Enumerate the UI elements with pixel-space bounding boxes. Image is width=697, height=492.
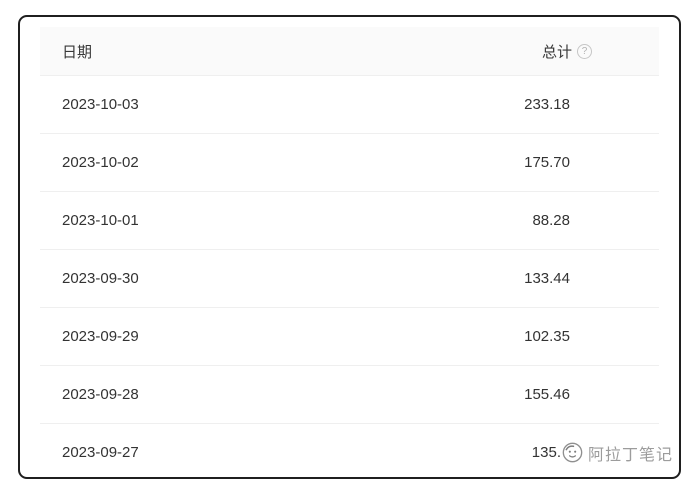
total-cell: 102.35 bbox=[524, 328, 570, 345]
date-cell: 2023-09-29 bbox=[62, 328, 139, 345]
date-cell: 2023-10-02 bbox=[62, 154, 139, 171]
total-cell: 133.44 bbox=[524, 270, 570, 287]
column-header-total-label: 总计 bbox=[541, 43, 572, 61]
date-cell: 2023-10-01 bbox=[62, 212, 139, 229]
column-header-total: 总计 ? bbox=[409, 41, 659, 62]
help-question-icon[interactable]: ? bbox=[577, 43, 592, 59]
table-row: 2023-10-03 233.18 bbox=[40, 75, 659, 133]
table-row: 2023-09-30 133.44 bbox=[40, 249, 659, 307]
table-row: 2023-09-29 102.35 bbox=[40, 307, 659, 365]
date-cell: 2023-09-27 bbox=[62, 444, 139, 461]
total-cell: 155.46 bbox=[524, 386, 570, 403]
column-header-date: 日期 bbox=[62, 43, 93, 61]
date-cell: 2023-10-03 bbox=[62, 96, 139, 113]
data-table-card: 日期 总计 ? 2023-10-03 233.18 2023-10-02 175… bbox=[18, 15, 681, 479]
table-row: 2023-10-02 175.70 bbox=[40, 133, 659, 191]
total-cell: 135. bbox=[531, 444, 561, 461]
table-row: 2023-09-28 155.46 bbox=[40, 365, 659, 423]
watermark-logo-icon bbox=[561, 442, 583, 463]
table-row: 2023-10-01 88.28 bbox=[40, 191, 659, 249]
date-cell: 2023-09-28 bbox=[62, 386, 139, 403]
total-cell: 88.28 bbox=[532, 212, 570, 229]
watermark-text: 阿拉丁笔记 bbox=[587, 446, 673, 464]
table-header-row: 日期 总计 ? bbox=[40, 27, 659, 75]
total-cell: 175.70 bbox=[524, 154, 570, 171]
watermark: 阿拉丁笔记 bbox=[561, 441, 673, 465]
total-cell: 233.18 bbox=[524, 96, 570, 113]
date-cell: 2023-09-30 bbox=[62, 270, 139, 287]
table-row: 2023-09-27 135. 阿拉丁笔记 bbox=[40, 423, 672, 477]
